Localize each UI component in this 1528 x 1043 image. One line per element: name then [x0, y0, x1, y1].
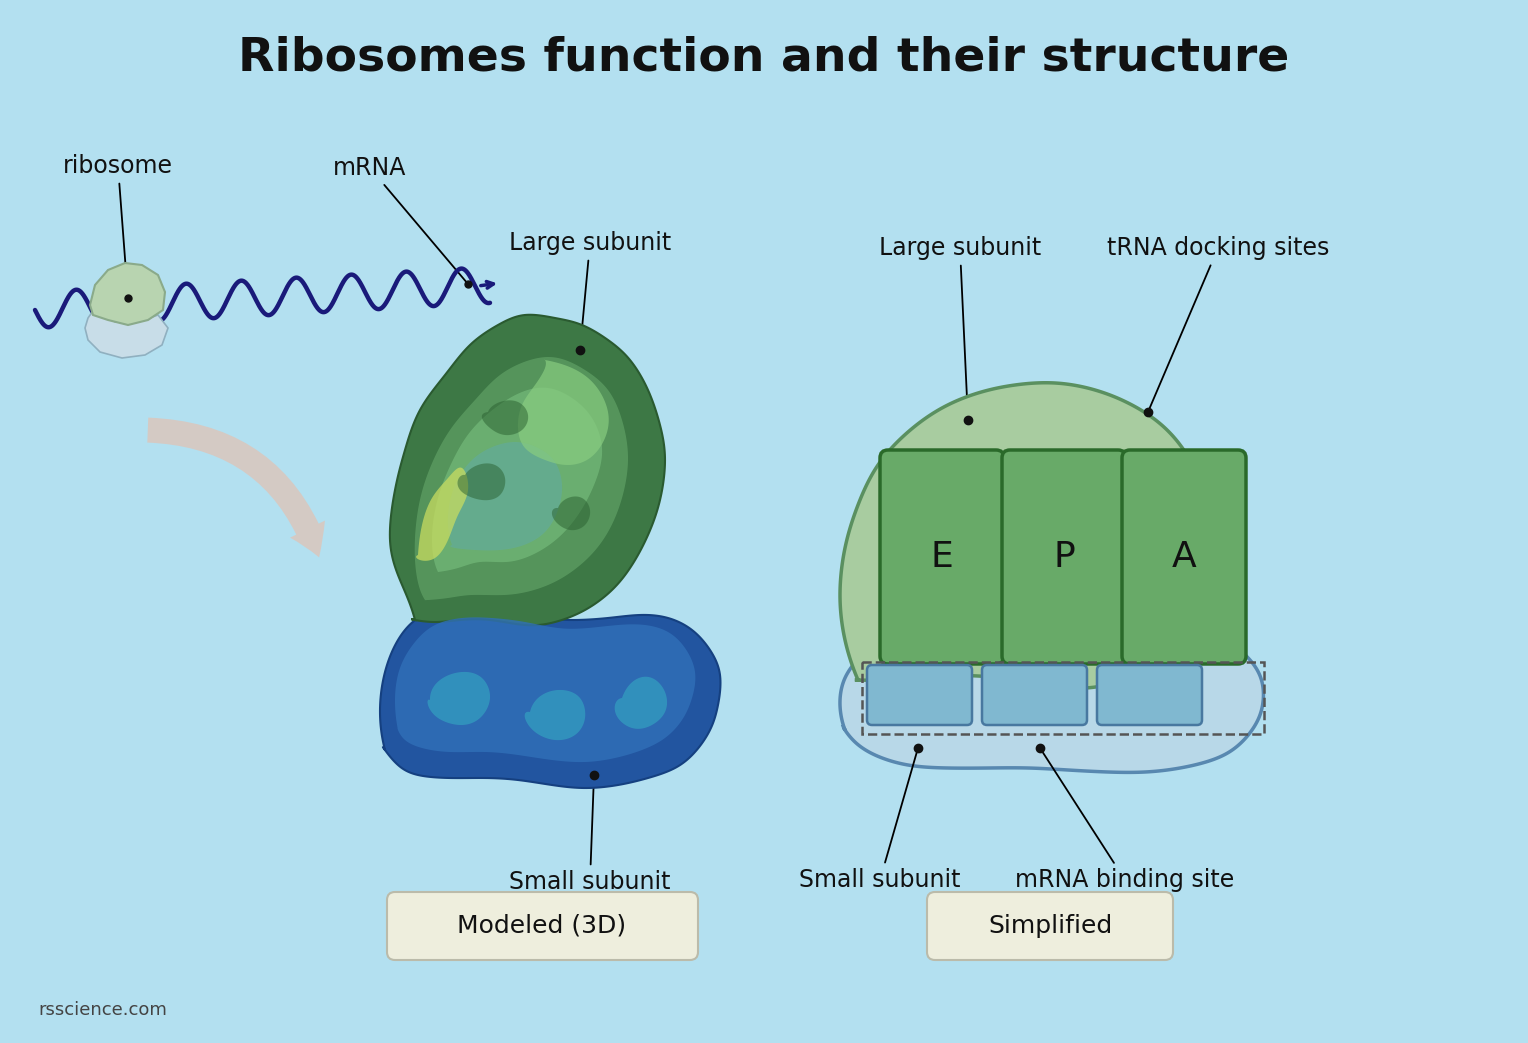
- Polygon shape: [86, 308, 168, 358]
- Text: Modeled (3D): Modeled (3D): [457, 914, 626, 938]
- Polygon shape: [390, 315, 665, 625]
- Polygon shape: [481, 401, 529, 435]
- Polygon shape: [414, 357, 628, 600]
- Text: rsscience.com: rsscience.com: [38, 1001, 167, 1019]
- Text: Small subunit: Small subunit: [799, 751, 961, 892]
- Polygon shape: [457, 463, 506, 501]
- Polygon shape: [380, 607, 721, 789]
- FancyBboxPatch shape: [1097, 665, 1203, 725]
- FancyBboxPatch shape: [1002, 450, 1126, 664]
- Polygon shape: [416, 467, 468, 561]
- Polygon shape: [448, 442, 562, 551]
- FancyBboxPatch shape: [927, 892, 1174, 960]
- Polygon shape: [90, 263, 165, 325]
- FancyBboxPatch shape: [866, 665, 972, 725]
- Bar: [862, 662, 1264, 734]
- Text: mRNA binding site: mRNA binding site: [1016, 750, 1235, 892]
- Text: Ribosomes function and their structure: Ribosomes function and their structure: [238, 35, 1290, 80]
- Text: mRNA: mRNA: [333, 156, 466, 282]
- Text: ribosome: ribosome: [63, 154, 173, 295]
- Polygon shape: [524, 690, 585, 741]
- Text: A: A: [1172, 540, 1196, 574]
- Text: Large subunit: Large subunit: [509, 231, 671, 347]
- Text: Large subunit: Large subunit: [879, 236, 1041, 417]
- FancyBboxPatch shape: [880, 450, 1004, 664]
- FancyBboxPatch shape: [1122, 450, 1245, 664]
- Polygon shape: [432, 388, 602, 573]
- FancyBboxPatch shape: [983, 665, 1086, 725]
- FancyBboxPatch shape: [387, 892, 698, 960]
- Text: E: E: [931, 540, 953, 574]
- Text: Simplified: Simplified: [989, 914, 1112, 938]
- Polygon shape: [552, 496, 590, 530]
- Polygon shape: [518, 359, 608, 465]
- Polygon shape: [614, 677, 668, 729]
- Text: Small subunit: Small subunit: [509, 778, 671, 894]
- Text: tRNA docking sites: tRNA docking sites: [1106, 236, 1329, 410]
- FancyArrowPatch shape: [147, 417, 325, 557]
- Polygon shape: [840, 625, 1264, 773]
- Text: P: P: [1053, 540, 1074, 574]
- Polygon shape: [428, 672, 490, 725]
- Polygon shape: [396, 617, 695, 762]
- Polygon shape: [840, 383, 1210, 688]
